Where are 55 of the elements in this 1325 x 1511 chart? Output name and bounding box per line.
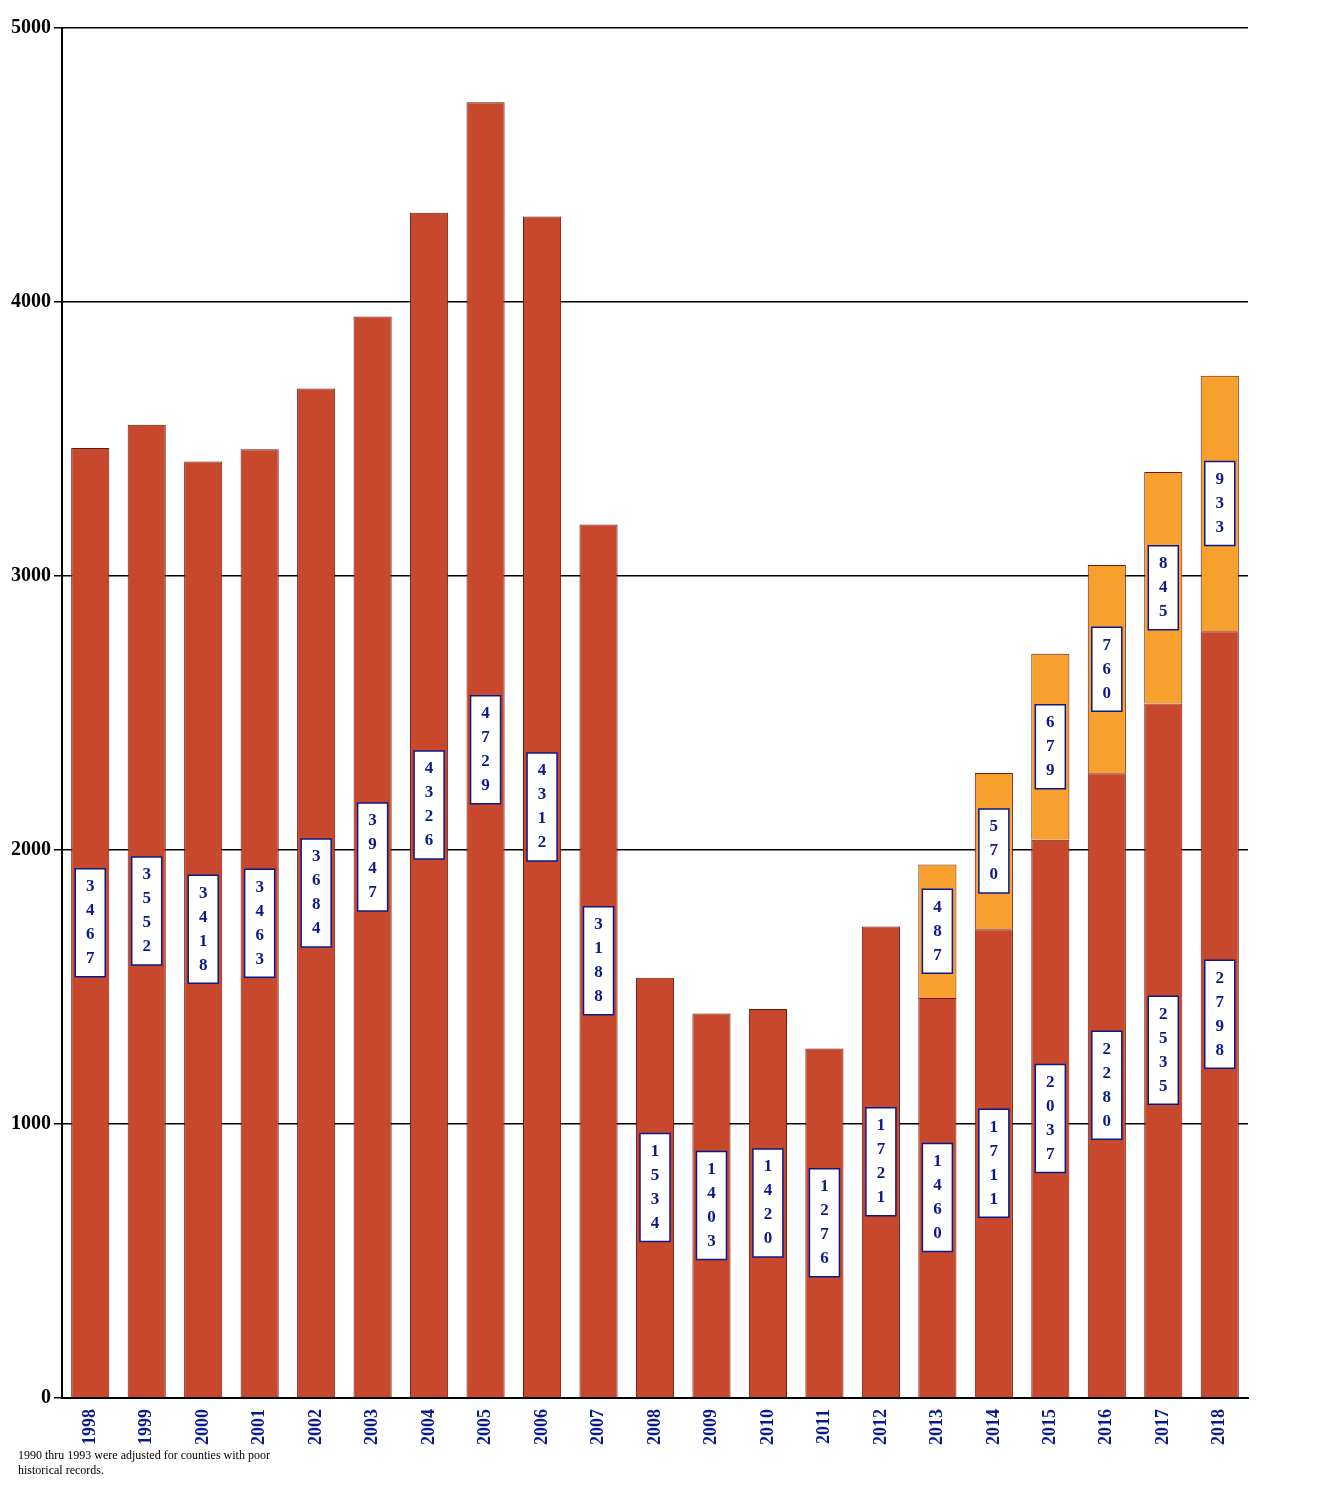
x-tick-label: 2004 [417, 1409, 438, 1445]
x-tick-label: 1998 [78, 1409, 99, 1445]
x-tick-label: 2015 [1038, 1409, 1059, 1445]
data-label: 6 7 9 [1046, 712, 1056, 780]
data-label: 3 6 8 4 [311, 846, 321, 938]
x-tick-label: 2001 [248, 1409, 269, 1445]
data-label: 9 3 3 [1215, 468, 1225, 536]
data-label: 7 6 0 [1102, 634, 1112, 702]
data-label: 2 7 9 8 [1215, 967, 1225, 1059]
data-label: 3 5 5 2 [142, 864, 151, 956]
data-label: 3 1 8 8 [594, 914, 603, 1006]
data-label: 3 4 6 7 [85, 876, 95, 968]
data-label: 1 4 6 0 [933, 1151, 943, 1242]
x-tick-label: 2006 [530, 1409, 551, 1445]
data-label: 5 7 0 [989, 816, 999, 884]
x-tick-label: 2008 [643, 1409, 664, 1445]
data-label: 1 7 1 1 [989, 1116, 999, 1208]
y-tick-label: 4000 [11, 289, 51, 312]
x-tick-label: 2010 [756, 1409, 777, 1445]
data-label: 1 4 0 3 [707, 1158, 717, 1250]
x-tick-label: 2013 [926, 1409, 947, 1445]
data-label: 12 7 6 [820, 1176, 830, 1268]
data-label: 1 4 20 [763, 1156, 773, 1248]
x-tick-label: 2011 [813, 1409, 834, 1445]
data-label: 4 3 1 2 [537, 760, 547, 852]
y-tick-label: 2000 [11, 837, 51, 860]
x-tick-label: 2000 [191, 1409, 212, 1445]
text: 1990 thru 1993 were adjusted for counties with poor historical records. [18, 1448, 271, 1478]
x-tick-label: 2009 [700, 1409, 721, 1445]
x-tick-label: 2017 [1151, 1409, 1172, 1445]
data-label: 4 8 7 [933, 896, 943, 964]
data-label: 2 0 3 7 [1046, 1071, 1056, 1163]
x-tick-label: 1999 [135, 1409, 156, 1445]
data-label: 2 2 8 0 [1102, 1038, 1112, 1130]
x-tick-label: 2018 [1208, 1409, 1229, 1445]
data-label: 1 7 2 1 [876, 1115, 886, 1207]
y-tick-label: 3000 [11, 563, 51, 586]
x-tick-label: 2012 [869, 1409, 890, 1445]
data-label: 3 4 1 8 [198, 882, 208, 974]
data-label: 8 4 5 [1159, 553, 1169, 621]
x-tick-label: 2002 [304, 1409, 325, 1445]
data-label: 3 9 4 7 [368, 810, 378, 902]
x-tick-label: 2005 [474, 1409, 495, 1445]
data-label: 1 5 3 4 [650, 1140, 660, 1232]
data-label: 4 7 2 9 [481, 703, 491, 795]
x-tick-label: 2016 [1095, 1409, 1116, 1445]
x-tick-label: 2003 [361, 1409, 382, 1445]
y-tick-label: 1000 [11, 1111, 51, 1134]
data-label: 2 5 3 5 [1159, 1003, 1168, 1095]
y-tick-label: 5000 [11, 15, 51, 38]
data-label: 4 3 2 6 [424, 758, 434, 850]
y-tick-label: 0 [41, 1385, 51, 1408]
x-tick-label: 2014 [982, 1409, 1003, 1445]
x-tick-label: 2007 [587, 1409, 608, 1445]
data-label: 3 4 6 3 [255, 876, 265, 968]
